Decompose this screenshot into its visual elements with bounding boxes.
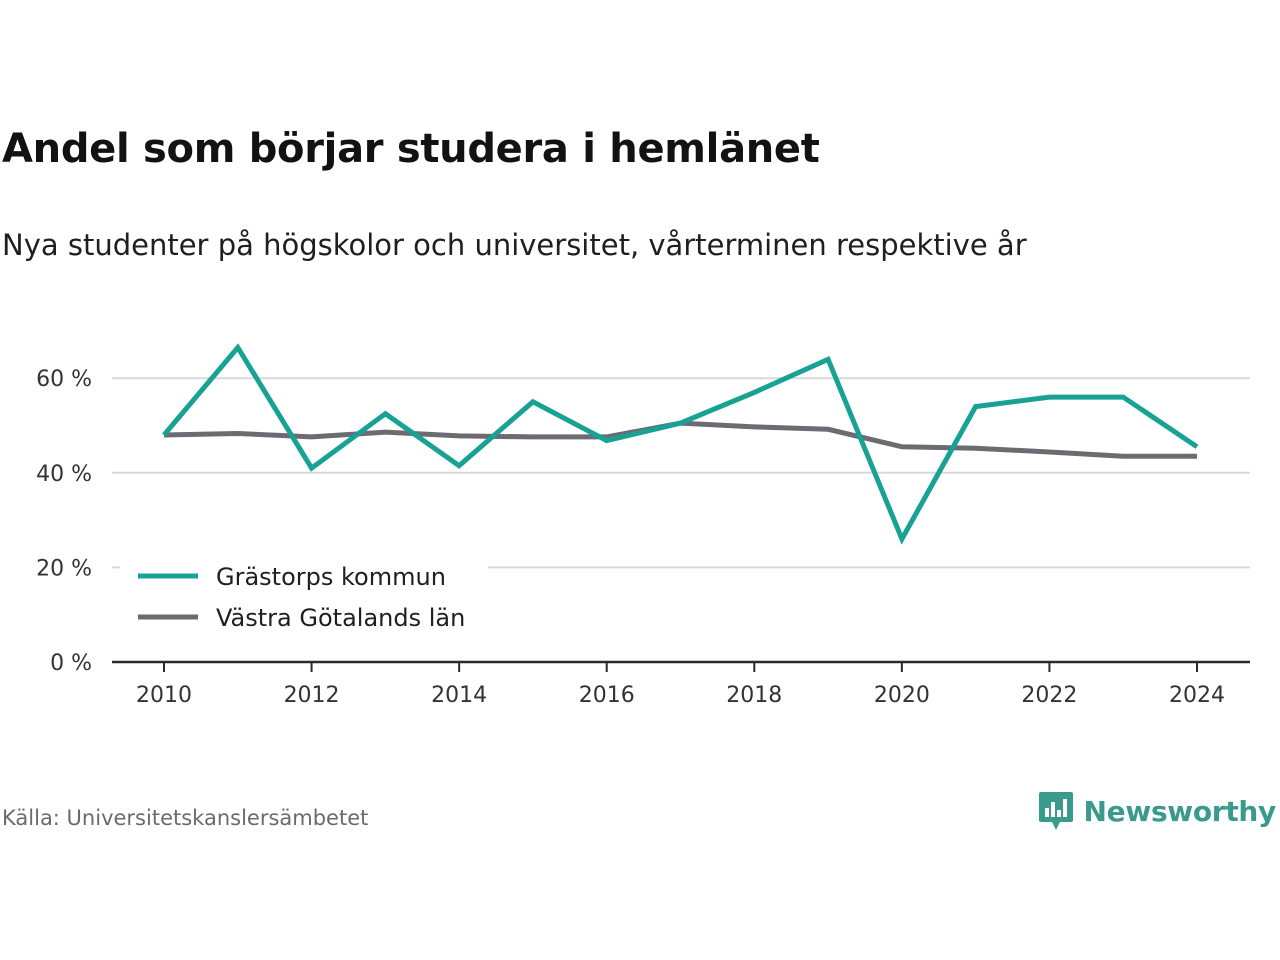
x-tick-label: 2024 [1169, 683, 1225, 708]
y-tick-label: 20 % [36, 556, 92, 581]
x-tick-label: 2018 [726, 683, 782, 708]
y-axis-tick-labels: 0 % 20 % 40 % 60 % [36, 367, 92, 676]
chart-subtitle: Nya studenter på högskolor och universit… [2, 228, 1027, 262]
x-tick-label: 2016 [579, 683, 635, 708]
x-tick-label: 2014 [431, 683, 487, 708]
bar-chart-speech-bubble-icon [1038, 792, 1073, 830]
legend-label: Grästorps kommun [216, 563, 446, 591]
series-lines [162, 343, 1199, 545]
x-axis: 2010 2012 2014 2016 2018 2020 2022 2024 [112, 660, 1250, 708]
brand-logo: Newsworthy [1038, 790, 1276, 832]
x-tick-label: 2010 [136, 683, 192, 708]
legend-label: Västra Götalands län [216, 604, 465, 632]
legend: Grästorps kommun Västra Götalands län [120, 552, 488, 642]
brand-name: Newsworthy [1083, 794, 1277, 828]
legend-background [120, 552, 488, 642]
y-tick-label: 0 % [50, 651, 92, 676]
source-note: Källa: Universitetskanslersämbetet [2, 806, 369, 830]
y-tick-label: 40 % [36, 462, 92, 487]
x-tick-label: 2022 [1021, 683, 1077, 708]
x-tick-label: 2020 [874, 683, 930, 708]
y-tick-label: 60 % [36, 367, 92, 392]
line-chart: 0 % 20 % 40 % 60 % 2010 2012 2014 2016 2018 2020… [36, 343, 1250, 708]
gridlines [112, 377, 1250, 569]
series-line [162, 343, 1199, 545]
x-tick-label: 2012 [284, 683, 340, 708]
series-line [163, 420, 1197, 459]
chart-title: Andel som börjar studera i hemlänet [2, 126, 820, 172]
